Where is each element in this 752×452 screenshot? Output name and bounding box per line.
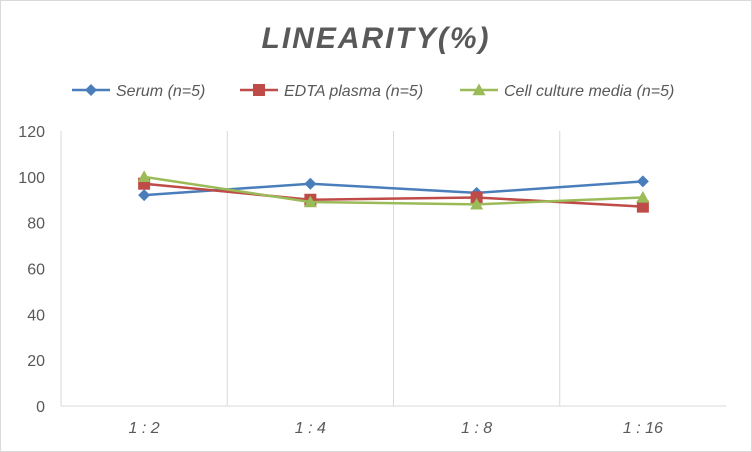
grid [226, 131, 561, 406]
data-point [303, 195, 317, 208]
y-tick-label: 40 [27, 307, 45, 324]
data-point [636, 175, 649, 188]
y-tick-label: 80 [27, 216, 45, 233]
y-tick-label: 20 [27, 353, 45, 370]
y-tick-label: 60 [27, 262, 45, 279]
data-point [636, 190, 650, 203]
data-point [138, 189, 151, 202]
legend-label: Cell culture media (n=5) [504, 83, 674, 100]
x-tick-label: 1 : 4 [295, 420, 326, 437]
legend-marker [472, 83, 486, 96]
data-point [304, 177, 317, 190]
legend-marker [253, 84, 265, 96]
y-tick-label: 0 [36, 399, 45, 416]
legend-marker [85, 84, 97, 96]
data-point [137, 170, 151, 183]
data-point [636, 200, 649, 213]
chart-title: LINEARITY(%) [262, 22, 491, 55]
y-tick-label: 100 [18, 170, 45, 187]
legend: Serum (n=5) EDTA plasma (n=5) Cell culture… [72, 83, 674, 100]
series-line [143, 175, 643, 206]
axes: 0 20 40 60 80 100 120 1 : 2 1 : 4 1 : 8 1 : 16 [18, 124, 726, 437]
legend-label: EDTA plasma (n=5) [284, 83, 423, 100]
data-point [470, 191, 483, 204]
x-tick-label: 1 : 8 [461, 420, 492, 437]
data-point [470, 197, 484, 210]
y-tick-label: 120 [18, 124, 45, 141]
legend-label: Serum (n=5) [116, 83, 205, 100]
series-layer [137, 170, 650, 213]
x-tick-label: 1 : 2 [129, 420, 160, 437]
x-tick-label: 1 : 16 [623, 420, 663, 437]
